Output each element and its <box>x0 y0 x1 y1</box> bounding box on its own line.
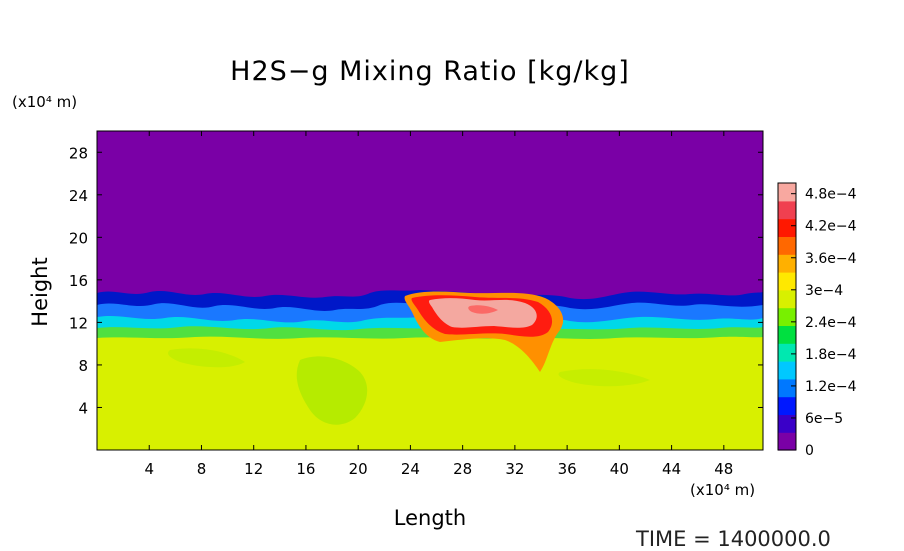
colorbar-swatch <box>778 218 796 237</box>
x-tick-label: 24 <box>401 460 420 478</box>
x-axis-unit: (x10⁴ m) <box>690 481 756 499</box>
colorbar-swatch <box>778 183 796 202</box>
colorbar-swatch <box>778 361 796 380</box>
y-tick-label: 20 <box>69 229 88 247</box>
field-lower-patch <box>168 348 245 368</box>
colorbar-tick-label: 3.6e−4 <box>805 251 857 267</box>
x-tick-label: 48 <box>714 460 733 478</box>
colorbar-frame <box>777 182 797 451</box>
x-tick-label: 40 <box>610 460 629 478</box>
colorbar-swatch <box>778 289 796 309</box>
y-tick-group: 4 8 12 16 20 24 28 <box>69 144 763 417</box>
colorbar-tick-label: 1.2e−4 <box>805 379 857 395</box>
colorbar-swatch <box>778 272 796 291</box>
x-tick-label: 20 <box>349 460 368 478</box>
x-axis-label: Length <box>393 506 467 530</box>
x-tick-label: 12 <box>244 460 263 478</box>
colorbar-swatch <box>778 414 796 433</box>
colorbar-swatch <box>778 432 796 451</box>
colorbar-tick-label: 1.8e−4 <box>805 347 857 363</box>
colorbar-tick-label: 4.8e−4 <box>805 187 857 203</box>
x-tick-group: 4 8 12 16 20 24 28 32 36 40 44 48 <box>144 131 733 478</box>
plot-frame <box>96 130 764 451</box>
y-tick-label: 8 <box>78 357 88 375</box>
field-lower-patch <box>296 356 368 425</box>
x-tick-label: 28 <box>453 460 472 478</box>
plot-area <box>97 131 763 450</box>
chart-title: H2S−g Mixing Ratio [kg/kg] <box>230 56 630 87</box>
y-tick-label: 12 <box>69 314 88 332</box>
y-tick-label: 24 <box>69 187 88 205</box>
colorbar-swatch <box>778 307 796 326</box>
colorbar-tick-label: 0 <box>805 443 814 459</box>
colorbar-tick-label: 6e−5 <box>805 411 843 427</box>
x-tick-label: 16 <box>296 460 315 478</box>
y-tick-label: 4 <box>78 399 88 417</box>
colorbar-swatch <box>778 254 796 273</box>
y-tick-label: 16 <box>69 272 88 290</box>
x-tick-label: 4 <box>144 460 154 478</box>
field-plume-core <box>468 305 498 314</box>
colorbar: 0 6e−5 1.2e−4 1.8e−4 2.4e−4 3e−4 3.6e−4 4.2e−4 4… <box>777 182 857 459</box>
x-tick-label: 32 <box>505 460 524 478</box>
field-lower-patch <box>558 369 650 387</box>
colorbar-tick-label: 2.4e−4 <box>805 315 857 331</box>
x-tick-label: 8 <box>197 460 207 478</box>
y-tick-label: 28 <box>69 144 88 162</box>
x-tick-label: 36 <box>558 460 577 478</box>
colorbar-swatch <box>778 378 796 398</box>
colorbar-swatch <box>778 200 796 220</box>
colorbar-swatch <box>778 396 796 415</box>
colorbar-swatch <box>778 343 796 362</box>
colorbar-swatch <box>778 236 796 255</box>
y-axis-unit: (x10⁴ m) <box>12 93 78 111</box>
colorbar-tick-label: 3e−4 <box>805 283 843 299</box>
field-lower-layer <box>97 336 763 450</box>
x-tick-label: 44 <box>662 460 681 478</box>
colorbar-swatch <box>778 325 796 344</box>
colorbar-tick-label: 4.2e−4 <box>805 219 857 235</box>
